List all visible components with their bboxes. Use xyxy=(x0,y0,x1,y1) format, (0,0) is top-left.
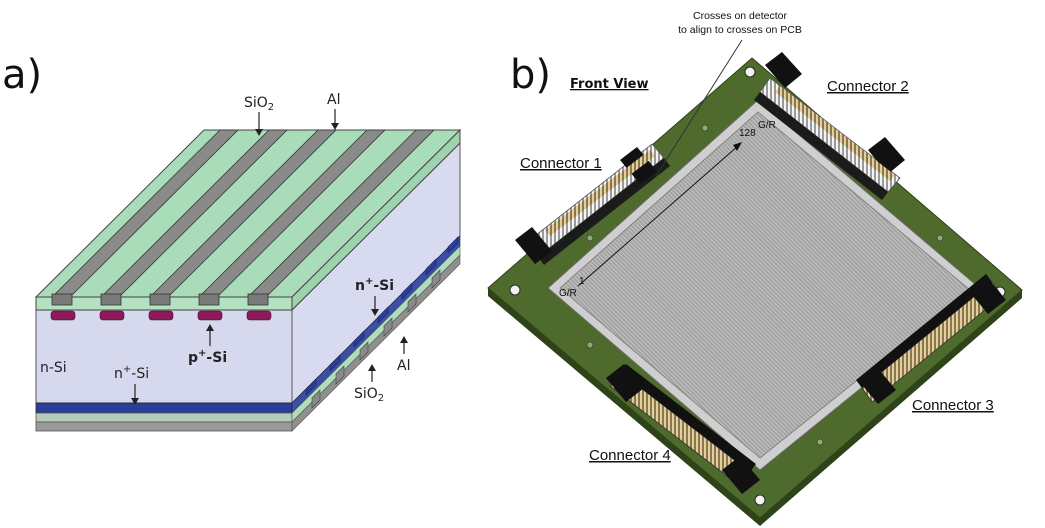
bulk-front-face xyxy=(35,309,293,404)
panel-b: b) xyxy=(487,10,1023,526)
label-connector-2: Connector 2 xyxy=(827,78,909,95)
top-oxide-right-face xyxy=(291,128,461,312)
label-connector-4: Connector 4 xyxy=(589,447,671,464)
label-connector-1: Connector 1 xyxy=(520,155,602,172)
bottom-al-side xyxy=(291,254,461,432)
label-gr-top: G/R xyxy=(758,120,776,131)
label-sio2-bottom: SiO2 xyxy=(354,386,384,404)
p-plus-implants xyxy=(50,310,272,321)
panel-b-letter: b) xyxy=(510,52,551,98)
mounting-hole-left xyxy=(509,284,521,296)
label-sio2-top: SiO2 xyxy=(244,95,274,113)
panel-a: a) xyxy=(2,52,462,432)
backside-n-plus-segments xyxy=(305,236,459,396)
annotation-line-2: to align to crosses on PCB xyxy=(678,24,802,36)
backside-al-pads xyxy=(311,269,441,409)
strip-direction-arrow xyxy=(577,145,739,287)
label-p-plus-si: p+-Si xyxy=(188,348,227,366)
bottom-oxide-layer xyxy=(35,412,293,423)
label-n-plus-si-bottom: n+-Si xyxy=(114,364,149,382)
label-front-view: Front View xyxy=(570,77,649,92)
label-strip-1: 1 xyxy=(579,276,585,287)
mounting-hole-top xyxy=(744,66,756,78)
label-al-top: Al xyxy=(327,92,340,108)
label-strip-128: 128 xyxy=(739,128,756,139)
connector-2 xyxy=(754,52,905,200)
label-n-si: n-Si xyxy=(40,360,67,376)
label-connector-3: Connector 3 xyxy=(912,397,994,414)
connector-3 xyxy=(856,274,1006,404)
label-al-right: Al xyxy=(397,358,410,374)
annotation-line-1: Crosses on detector xyxy=(693,10,787,22)
bottom-al-layer xyxy=(35,421,293,432)
panel-a-labels: SiO2 Al n+-Si n-Si n+-Si p+-Si Al xyxy=(40,92,410,405)
connector-4 xyxy=(606,364,760,494)
connector-1 xyxy=(515,143,670,265)
panel-b-labels: Front View Crosses on detector to align … xyxy=(520,10,994,464)
label-gr-bottom: G/R xyxy=(559,288,577,299)
mounting-hole-bottom xyxy=(754,494,766,506)
panel-a-letter: a) xyxy=(2,52,42,98)
silicon-strip-detector-cross-section xyxy=(34,128,462,432)
label-n-plus-si-right: n+-Si xyxy=(355,276,394,294)
bottom-n-plus-layer xyxy=(35,402,293,414)
annotation-pointer-line xyxy=(655,39,743,177)
aluminium-strips xyxy=(51,129,435,306)
